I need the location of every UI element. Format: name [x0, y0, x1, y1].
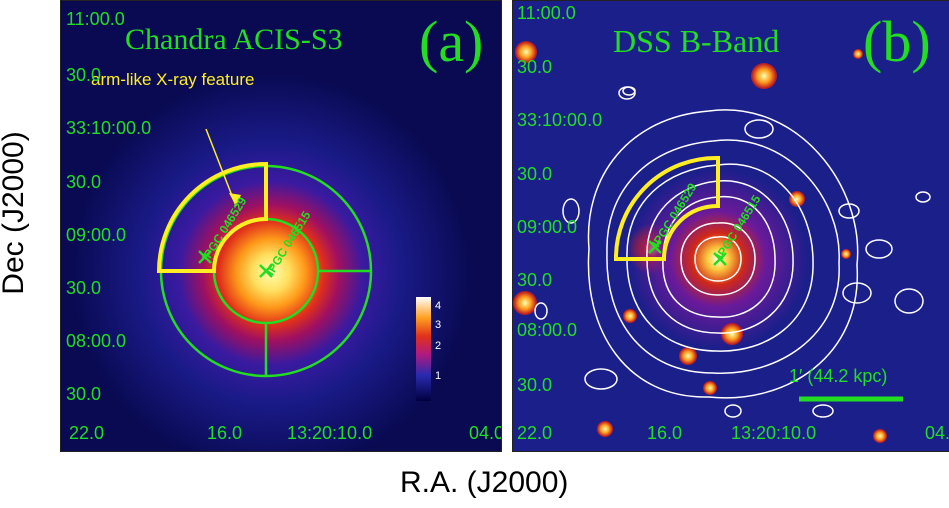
y-axis-label: Dec (J2000) [0, 131, 30, 295]
annotation-arrow-line [205, 128, 237, 207]
dec-tick-b-5: 30.0 [517, 270, 553, 290]
ra-tick-a-1: 16.0 [207, 423, 243, 443]
ra-tick-b-2: 13:20:10.0 [731, 423, 817, 443]
field-star [513, 291, 537, 315]
dec-tick-b-4: 09:00.0 [517, 217, 578, 237]
dec-tick-a-2: 33:10:00.0 [66, 118, 152, 138]
ra-tick-b-0: 22.0 [517, 423, 553, 443]
scale-bar-label: 1′ (44.2 kpc) [789, 366, 888, 386]
ra-tick-b-3: 04.0 [925, 423, 949, 443]
x-axis-label: R.A. (J2000) [400, 466, 569, 499]
dec-tick-b-2: 33:10:00.0 [517, 110, 603, 130]
colorbar [416, 297, 431, 401]
ra-tick-a-2: 13:20:10.0 [287, 423, 373, 443]
dec-tick-a-3: 30.0 [66, 172, 102, 192]
field-star [873, 429, 887, 443]
arm-feature-annotation: arm-like X-ray feature [91, 70, 255, 89]
ra-tick-b-1: 16.0 [647, 423, 683, 443]
field-star [597, 421, 613, 437]
galaxy-marker-2 [259, 264, 273, 278]
ra-tick-a-0: 22.0 [69, 423, 105, 443]
dec-tick-a-0: 11:00.0 [66, 9, 125, 29]
field-star [721, 323, 743, 345]
arm-sector-region [156, 161, 268, 273]
ra-tick-a-3: 04.0 [469, 423, 502, 443]
dec-tick-b-7: 30.0 [517, 375, 553, 395]
dec-tick-a-4: 09:00.0 [66, 225, 127, 245]
chandra-image-panel: Chandra ACIS-S3 (a) arm-like X-ray featu… [60, 0, 502, 452]
dec-tick-b-0: 11:00.0 [517, 3, 576, 23]
dec-tick-a-7: 30.0 [66, 384, 102, 404]
dec-tick-b-3: 30.0 [517, 164, 553, 184]
field-star [853, 49, 863, 59]
field-star [703, 381, 717, 395]
dec-tick-a-1: 30.0 [66, 65, 102, 85]
field-star [515, 41, 537, 63]
field-star [751, 63, 777, 89]
panel-b-title: DSS B-Band [613, 23, 780, 59]
dec-tick-a-5: 30.0 [66, 278, 102, 298]
panel-a-title: Chandra ACIS-S3 [125, 23, 343, 56]
colorbar-tick-2: 2 [435, 340, 442, 352]
annotation-arrow-head [229, 193, 241, 206]
dec-tick-b-6: 08:00.0 [517, 320, 578, 340]
dss-image-panel: DSS B-Band (b) IPGC 046529 IPGC 046515 1… [512, 0, 949, 452]
panel-a-letter: (a) [419, 9, 484, 74]
panel-a-overlay [156, 128, 431, 401]
field-star [679, 347, 697, 365]
xray-contours [534, 86, 931, 418]
dec-tick-a-6: 08:00.0 [66, 331, 127, 351]
galaxy-marker-1 [648, 240, 662, 254]
colorbar-tick-3: 3 [435, 319, 442, 331]
panel-b-overlay [534, 86, 931, 418]
colorbar-tick-1: 1 [435, 370, 442, 382]
galaxy-marker-2 [713, 252, 727, 266]
dec-tick-b-1: 30.0 [517, 57, 553, 77]
galaxy-marker-1 [198, 250, 212, 264]
panel-b-letter: (b) [863, 9, 931, 74]
field-star [789, 191, 805, 207]
field-star [623, 309, 637, 323]
colorbar-tick-4: 4 [435, 300, 442, 312]
field-star [841, 249, 851, 259]
arm-sector-region [613, 155, 720, 261]
